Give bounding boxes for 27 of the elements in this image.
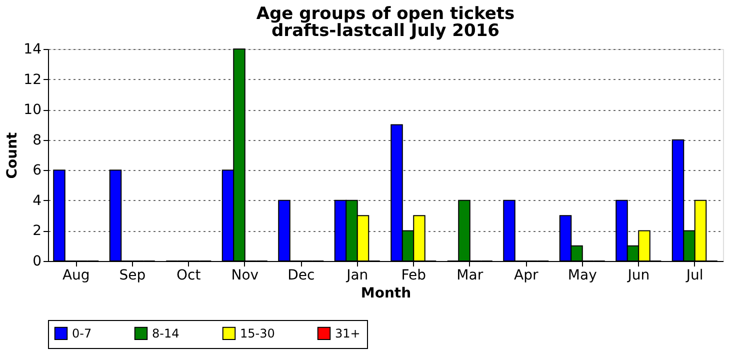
x-tick-label: Jan (346, 268, 368, 284)
x-tick-label: Feb (401, 268, 426, 284)
y-tick-label: 0 (32, 254, 42, 270)
chart-title: Age groups of open tickets (256, 4, 515, 24)
y-tick-label: 8 (32, 132, 42, 148)
y-tick-label: 14 (24, 42, 42, 58)
y-tick-label: 2 (32, 223, 42, 240)
x-tick-label: Dec (288, 268, 315, 284)
x-axis-title: Month (360, 286, 412, 302)
legend-label: 31+ (335, 326, 360, 340)
x-tick-label: Sep (119, 268, 146, 284)
x-tick-label: Jul (685, 268, 704, 284)
x-tick-label: Oct (176, 268, 202, 284)
y-axis-title: Count (4, 132, 21, 179)
legend-label: 0-7 (72, 326, 92, 340)
y-tick-label: 10 (24, 102, 42, 118)
x-tick-label: Aug (62, 268, 90, 284)
x-tick-label: May (568, 268, 597, 284)
x-tick-label: Mar (456, 268, 484, 284)
legend-label: 15-30 (240, 326, 275, 340)
x-tick-label: Apr (514, 268, 538, 284)
y-tick-label: 6 (32, 162, 42, 179)
y-tick-label: 12 (24, 72, 42, 88)
x-tick-label: Nov (231, 268, 259, 284)
legend-label: 8-14 (152, 326, 180, 340)
y-tick-label: 4 (32, 192, 42, 209)
x-tick-label: Jun (626, 268, 650, 284)
